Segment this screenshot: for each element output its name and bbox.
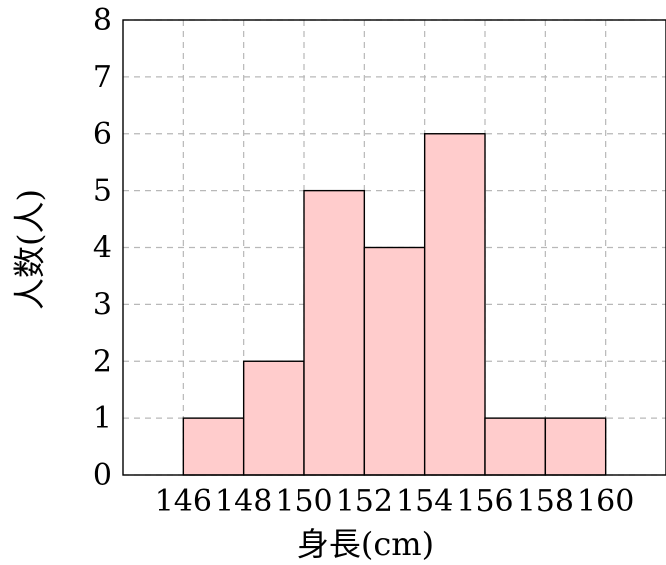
bar-150-152 [303, 189, 366, 476]
y-tick-label-4: 4 [93, 231, 112, 266]
y-tick-label-8: 8 [93, 3, 112, 38]
bar-158-160 [544, 417, 607, 476]
x-axis-label: 身長(cm) [297, 525, 434, 563]
y-tick-label-1: 1 [93, 401, 112, 436]
bars-layer [182, 133, 607, 476]
x-tick-label-160: 160 [577, 484, 634, 519]
bar-154-156 [423, 133, 486, 476]
y-tick-label-3: 3 [93, 287, 112, 322]
y-tick-label-5: 5 [93, 174, 112, 209]
y-tick-label-6: 6 [93, 117, 112, 152]
bar-146-148 [182, 417, 245, 476]
bar-152-154 [363, 246, 426, 476]
x-tick-label-156: 156 [456, 484, 513, 519]
bar-148-150 [242, 360, 305, 476]
plot-frame [122, 19, 666, 476]
x-tick-label-150: 150 [275, 484, 332, 519]
bar-156-158 [484, 417, 547, 476]
y-tick-label-2: 2 [93, 344, 112, 379]
x-tick-label-152: 152 [336, 484, 393, 519]
x-tick-label-158: 158 [517, 484, 574, 519]
x-tick-label-146: 146 [155, 484, 212, 519]
y-tick-label-7: 7 [93, 60, 112, 95]
x-tick-label-154: 154 [396, 484, 453, 519]
x-tick-labels: 146 148 150 152 154 156 158 160 [155, 484, 635, 519]
y-tick-label-0: 0 [93, 458, 112, 493]
y-tick-labels: 0 1 2 3 4 5 6 7 8 [93, 3, 112, 493]
y-axis-label: 人数(人) [11, 189, 49, 310]
x-tick-label-148: 148 [215, 484, 272, 519]
